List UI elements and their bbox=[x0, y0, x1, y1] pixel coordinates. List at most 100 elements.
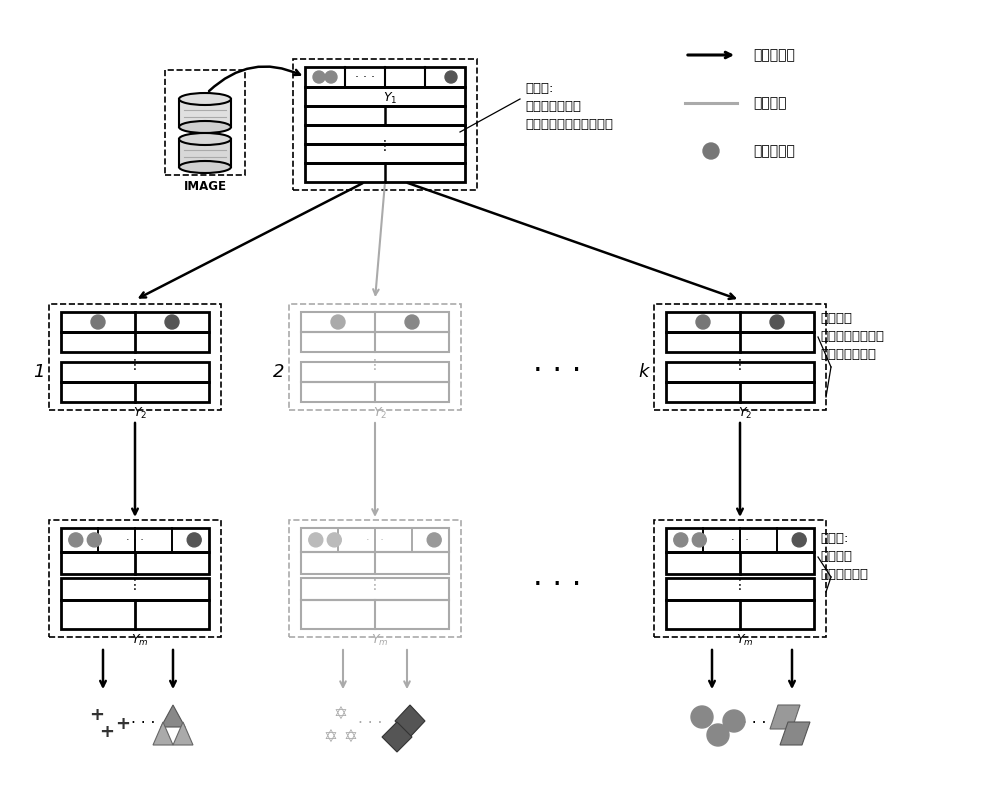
Bar bbox=[289, 304, 461, 410]
Bar bbox=[293, 59, 477, 190]
Polygon shape bbox=[153, 722, 173, 745]
Circle shape bbox=[187, 533, 201, 547]
Bar bbox=[301, 312, 449, 332]
Circle shape bbox=[691, 706, 713, 728]
Text: 根节点:
通过输入图像选
择进入其中一个分支节点: 根节点: 通过输入图像选 择进入其中一个分支节点 bbox=[525, 82, 613, 131]
Circle shape bbox=[405, 315, 419, 329]
Bar bbox=[666, 382, 814, 402]
Text: 叶节点:
分类缺陷
并溯源其位置: 叶节点: 分类缺陷 并溯源其位置 bbox=[820, 532, 868, 581]
Bar bbox=[301, 362, 449, 382]
Bar bbox=[654, 304, 826, 410]
Polygon shape bbox=[173, 722, 193, 745]
Text: · · ·: · · · bbox=[355, 71, 375, 83]
Bar bbox=[305, 106, 465, 125]
Text: 分支节点
识别并将输入图像
分类为二元属性: 分支节点 识别并将输入图像 分类为二元属性 bbox=[820, 312, 884, 361]
Circle shape bbox=[69, 533, 83, 547]
Bar bbox=[61, 382, 209, 402]
Bar bbox=[301, 382, 449, 402]
Circle shape bbox=[707, 724, 729, 746]
Bar bbox=[61, 362, 209, 382]
Text: · · ·: · · · bbox=[533, 357, 581, 386]
Bar bbox=[654, 519, 826, 637]
Bar bbox=[666, 600, 814, 629]
Polygon shape bbox=[770, 705, 800, 729]
Bar bbox=[301, 552, 449, 574]
Text: IMAGE: IMAGE bbox=[183, 180, 226, 193]
Text: ⋮: ⋮ bbox=[128, 358, 142, 372]
Bar bbox=[305, 67, 465, 87]
Circle shape bbox=[313, 71, 325, 83]
Bar bbox=[305, 144, 465, 163]
Text: · · ·: · · · bbox=[126, 535, 144, 545]
Text: · · ·: · · · bbox=[358, 716, 382, 731]
Text: · · ·: · · · bbox=[533, 571, 581, 600]
Circle shape bbox=[327, 533, 341, 547]
Bar bbox=[165, 70, 245, 175]
Circle shape bbox=[331, 315, 345, 329]
Bar bbox=[666, 332, 814, 352]
Text: $Y_1$: $Y_1$ bbox=[383, 91, 397, 106]
Bar bbox=[301, 332, 449, 352]
Ellipse shape bbox=[179, 161, 231, 173]
Circle shape bbox=[792, 533, 806, 547]
Text: ✡: ✡ bbox=[323, 728, 337, 746]
Bar bbox=[301, 600, 449, 629]
Text: 叶节点数量: 叶节点数量 bbox=[753, 144, 795, 158]
Text: · · ·: · · · bbox=[131, 716, 155, 731]
Bar bbox=[666, 578, 814, 600]
Circle shape bbox=[703, 143, 719, 159]
Text: 激活单元: 激活单元 bbox=[753, 96, 786, 110]
Circle shape bbox=[325, 71, 337, 83]
Bar bbox=[61, 552, 209, 574]
Text: ⋮: ⋮ bbox=[368, 358, 382, 372]
Text: $Y_m$: $Y_m$ bbox=[736, 633, 754, 648]
Circle shape bbox=[427, 533, 441, 547]
Text: 1: 1 bbox=[33, 363, 45, 381]
Bar bbox=[49, 304, 221, 410]
Text: $Y_2$: $Y_2$ bbox=[373, 406, 387, 421]
Bar bbox=[666, 552, 814, 574]
Text: ✡: ✡ bbox=[343, 728, 357, 746]
Circle shape bbox=[770, 315, 784, 329]
Bar bbox=[666, 362, 814, 382]
Circle shape bbox=[723, 710, 745, 732]
Bar bbox=[666, 528, 814, 552]
Bar bbox=[301, 578, 449, 600]
Bar bbox=[305, 125, 465, 144]
Text: $Y_m$: $Y_m$ bbox=[371, 633, 389, 648]
Bar bbox=[301, 528, 449, 552]
Circle shape bbox=[674, 533, 688, 547]
Polygon shape bbox=[161, 705, 185, 727]
Bar bbox=[666, 312, 814, 332]
Text: +: + bbox=[90, 706, 105, 724]
Bar bbox=[179, 99, 231, 127]
Bar bbox=[305, 87, 465, 106]
Bar bbox=[61, 600, 209, 629]
Ellipse shape bbox=[179, 133, 231, 145]
Text: $Y_m$: $Y_m$ bbox=[131, 633, 149, 648]
Bar bbox=[61, 528, 209, 552]
Text: ⋮: ⋮ bbox=[733, 358, 747, 372]
Text: $Y_2$: $Y_2$ bbox=[738, 406, 752, 421]
Polygon shape bbox=[780, 722, 810, 745]
Text: 图像流路径: 图像流路径 bbox=[753, 48, 795, 62]
Bar bbox=[49, 519, 221, 637]
Text: ⋮: ⋮ bbox=[368, 578, 382, 592]
Circle shape bbox=[309, 533, 323, 547]
Bar bbox=[61, 332, 209, 352]
Text: · · ·: · · · bbox=[731, 535, 749, 545]
Text: +: + bbox=[100, 723, 114, 741]
Bar bbox=[305, 163, 465, 182]
Text: 2: 2 bbox=[273, 363, 285, 381]
Text: k: k bbox=[639, 363, 649, 381]
Circle shape bbox=[87, 533, 101, 547]
Circle shape bbox=[165, 315, 179, 329]
Circle shape bbox=[696, 315, 710, 329]
Text: ⋮: ⋮ bbox=[128, 578, 142, 592]
Text: · · ·: · · · bbox=[366, 535, 384, 545]
Ellipse shape bbox=[179, 93, 231, 105]
Text: $Y_2$: $Y_2$ bbox=[133, 406, 147, 421]
Text: · · ·: · · · bbox=[742, 715, 766, 730]
Text: ⋮: ⋮ bbox=[378, 139, 392, 153]
Text: ⋮: ⋮ bbox=[733, 578, 747, 592]
